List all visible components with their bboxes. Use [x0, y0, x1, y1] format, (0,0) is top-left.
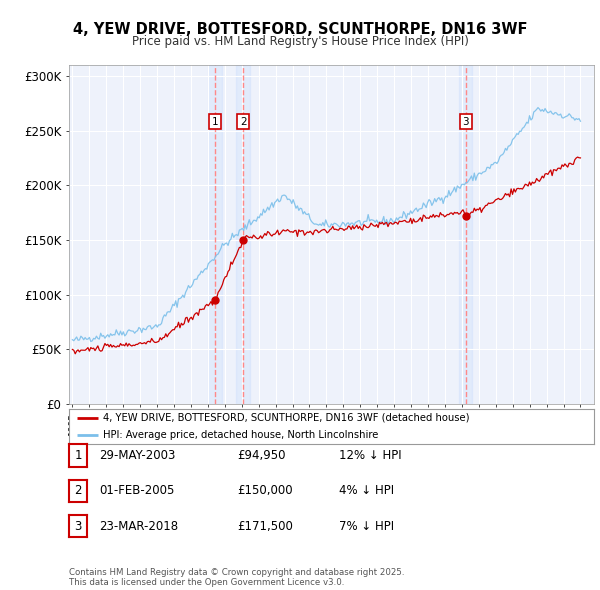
Text: 01-FEB-2005: 01-FEB-2005	[99, 484, 175, 497]
Text: 3: 3	[463, 117, 469, 127]
Bar	[236, 65, 250, 404]
Text: 4% ↓ HPI: 4% ↓ HPI	[339, 484, 394, 497]
Text: 2: 2	[74, 484, 82, 497]
Bar	[208, 65, 221, 404]
Text: 12% ↓ HPI: 12% ↓ HPI	[339, 449, 401, 462]
Text: £150,000: £150,000	[237, 484, 293, 497]
Text: HPI: Average price, detached house, North Lincolnshire: HPI: Average price, detached house, Nort…	[103, 431, 379, 440]
Text: 1: 1	[74, 449, 82, 462]
Text: 4, YEW DRIVE, BOTTESFORD, SCUNTHORPE, DN16 3WF: 4, YEW DRIVE, BOTTESFORD, SCUNTHORPE, DN…	[73, 22, 527, 37]
Text: 7% ↓ HPI: 7% ↓ HPI	[339, 520, 394, 533]
Text: 3: 3	[74, 520, 82, 533]
Text: 29-MAY-2003: 29-MAY-2003	[99, 449, 175, 462]
Text: £94,950: £94,950	[237, 449, 286, 462]
Text: 1: 1	[212, 117, 218, 127]
Bar	[459, 65, 472, 404]
Text: Price paid vs. HM Land Registry's House Price Index (HPI): Price paid vs. HM Land Registry's House …	[131, 35, 469, 48]
Text: 4, YEW DRIVE, BOTTESFORD, SCUNTHORPE, DN16 3WF (detached house): 4, YEW DRIVE, BOTTESFORD, SCUNTHORPE, DN…	[103, 413, 470, 422]
Text: 23-MAR-2018: 23-MAR-2018	[99, 520, 178, 533]
Text: £171,500: £171,500	[237, 520, 293, 533]
Text: Contains HM Land Registry data © Crown copyright and database right 2025.
This d: Contains HM Land Registry data © Crown c…	[69, 568, 404, 587]
Text: 2: 2	[240, 117, 247, 127]
